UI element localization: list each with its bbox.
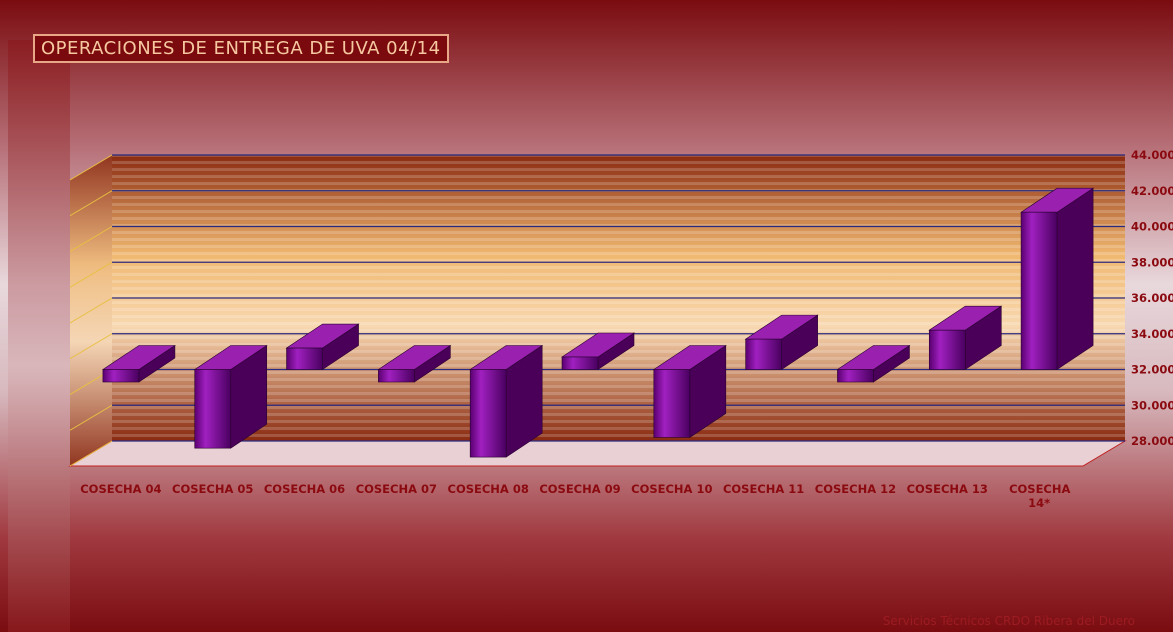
- side-grid-line: [69, 440, 113, 467]
- bar-front: [102, 369, 140, 383]
- bar: [744, 314, 819, 371]
- bar: [652, 344, 727, 438]
- bar: [1020, 187, 1095, 371]
- bar: [285, 323, 360, 371]
- side-grid-line: [69, 404, 113, 431]
- x-tick-label: COSECHA 11: [722, 482, 805, 496]
- bar: [193, 344, 268, 449]
- bar: [377, 344, 452, 383]
- bar-front: [469, 369, 507, 458]
- x-tick-label: COSECHA 13: [906, 482, 988, 496]
- y-tick-label: 40.000: [1131, 220, 1173, 234]
- bar: [836, 344, 911, 383]
- side-grid-line: [69, 297, 113, 324]
- y-tick-label: 38.000: [1131, 255, 1173, 269]
- side-grid-line: [69, 190, 113, 217]
- bar: [101, 344, 176, 383]
- x-tick-label: COSECHA 10: [631, 482, 713, 496]
- side-strip: [8, 40, 70, 632]
- bar-front: [286, 347, 323, 370]
- footer: Servicios Técnicos CRDO Ribera del Duero: [882, 614, 1135, 628]
- bar: [928, 305, 1003, 371]
- bar-front: [378, 369, 415, 383]
- side-grid-line: [69, 261, 113, 288]
- y-tick-label: 36.000: [1131, 291, 1173, 305]
- side-grid-line: [69, 154, 113, 181]
- bar-side: [1056, 187, 1094, 371]
- bar-front: [837, 369, 874, 383]
- x-tick-label: COSECHA 08: [447, 482, 529, 496]
- bar-front: [653, 369, 691, 438]
- y-tick-label: 32.000: [1131, 363, 1173, 377]
- y-tick-label: 28.000: [1131, 434, 1173, 448]
- bar-front: [1020, 211, 1058, 370]
- bar-front: [561, 356, 599, 370]
- x-tick-label: COSECHA 07: [355, 482, 438, 496]
- y-tick-label: 30.000: [1131, 398, 1173, 412]
- x-tick-label: COSECHA 12: [814, 482, 897, 496]
- bar-front: [745, 338, 782, 370]
- bar: [561, 332, 635, 371]
- x-tick-label: COSECHA 04: [80, 482, 162, 496]
- x-tick-label: COSECHA 14*: [1009, 482, 1071, 510]
- side-grid-line: [69, 333, 113, 360]
- y-tick-label: 42.000: [1131, 184, 1173, 198]
- bar: [469, 344, 544, 458]
- y-tick-label: 34.000: [1131, 327, 1173, 341]
- x-tick-label: COSECHA 06: [263, 482, 346, 496]
- bar-front: [928, 329, 966, 370]
- y-tick-label: 44.000: [1131, 148, 1173, 162]
- bar-front: [194, 369, 232, 449]
- side-grid-line: [69, 226, 113, 252]
- chart-title: OPERACIONES DE ENTREGA DE UVA 04/14: [33, 34, 449, 63]
- x-tick-label: COSECHA 09: [539, 482, 621, 496]
- x-tick-label: COSECHA 05: [172, 482, 254, 496]
